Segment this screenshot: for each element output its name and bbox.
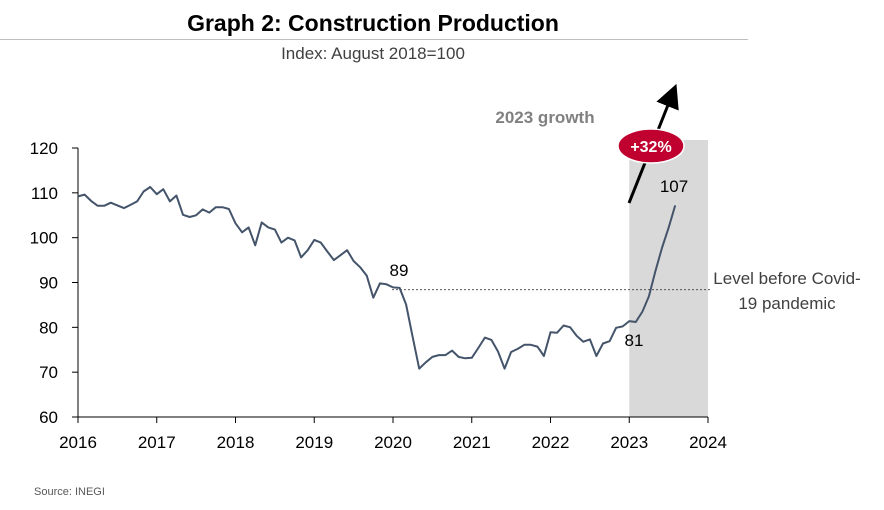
title-divider xyxy=(0,39,748,40)
data-label-107: 107 xyxy=(660,177,688,196)
y-tick-label: 100 xyxy=(30,229,58,248)
x-tick-label: 2020 xyxy=(374,433,412,452)
chart-subtitle: Index: August 2018=100 xyxy=(281,44,465,63)
x-tick-label: 2017 xyxy=(138,433,176,452)
y-tick-label: 80 xyxy=(39,318,58,337)
chart-title: Graph 2: Construction Production xyxy=(187,10,559,36)
y-tick-label: 70 xyxy=(39,363,58,382)
growth-badge-label: +32% xyxy=(630,139,671,156)
y-tick-label: 60 xyxy=(39,408,58,427)
y-tick-label: 90 xyxy=(39,274,58,293)
x-tick-label: 2022 xyxy=(532,433,570,452)
x-tick-label: 2019 xyxy=(295,433,333,452)
x-tick-label: 2023 xyxy=(610,433,648,452)
x-tick-label: 2018 xyxy=(217,433,255,452)
data-label-81: 81 xyxy=(625,331,644,350)
data-label-89: 89 xyxy=(390,261,409,280)
shaded-region-2023 xyxy=(629,140,708,417)
x-tick-label: 2024 xyxy=(689,433,727,452)
y-tick-label: 120 xyxy=(30,139,58,158)
shaded-region-label: 2023 growth xyxy=(495,108,594,127)
growth-badge xyxy=(617,128,685,164)
pre-covid-label-line-1: Level before Covid- xyxy=(713,269,860,288)
y-tick-label: 110 xyxy=(31,184,58,203)
series-line xyxy=(77,186,677,370)
x-tick-label: 2021 xyxy=(453,433,491,452)
source-note: Source: INEGI xyxy=(34,486,105,498)
pre-covid-label-line-2: 19 pandemic xyxy=(738,294,836,313)
x-tick-label: 2016 xyxy=(59,433,97,452)
